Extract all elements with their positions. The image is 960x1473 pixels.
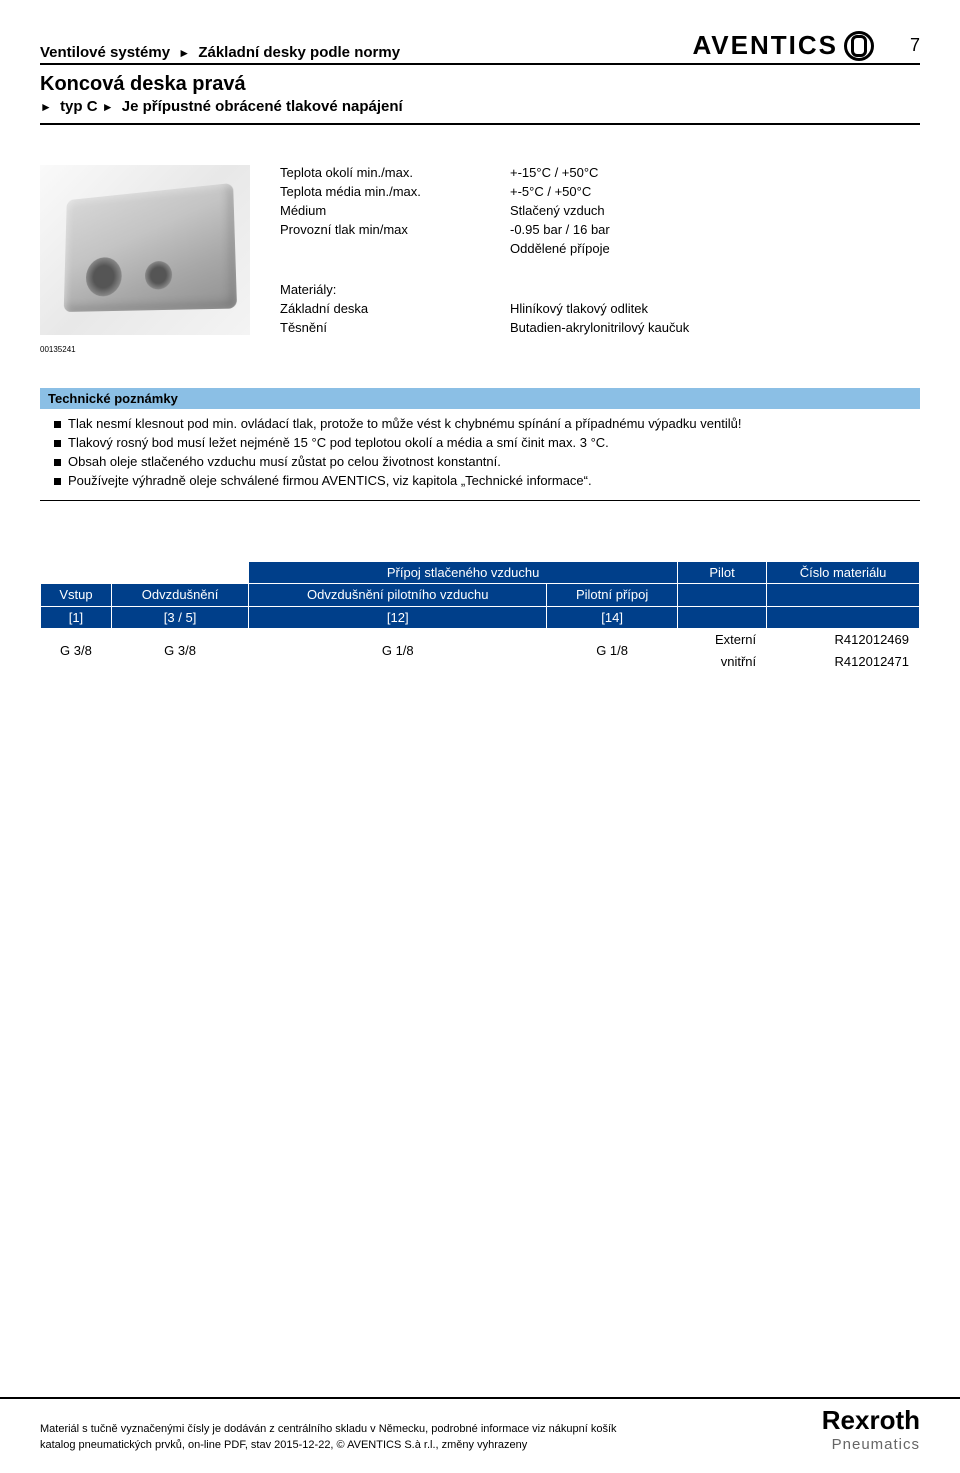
page-footer: Materiál s tučně vyznačenými čísly je do… (0, 1397, 960, 1473)
note-item: Tlak nesmí klesnout pod min. ovládací tl… (48, 415, 912, 434)
page-header: Ventilové systémy ► Základní desky podle… (40, 30, 920, 65)
th-index: [1] (41, 606, 112, 628)
footer-text: Materiál s tučně vyznačenými čísly je do… (40, 1422, 617, 1453)
content-row: 00135241 Teplota okolí min./max. +-15°C … (40, 165, 920, 354)
th-odvz-pilot-text: Odvzdušnění pilotního vzduchu (307, 587, 488, 602)
note-item: Obsah oleje stlačeného vzduchu musí zůst… (48, 453, 912, 472)
logo-text: AVENTICS (692, 30, 838, 61)
spec-value: +-15°C / +50°C (510, 165, 920, 180)
material-label: Těsnění (280, 320, 510, 335)
technical-notes: Technické poznámky Tlak nesmí klesnout p… (40, 388, 920, 501)
cell-pilot: Externí (677, 628, 766, 650)
cell-c2: G 3/8 (111, 628, 248, 672)
product-image-col: 00135241 (40, 165, 250, 354)
note-item: Používejte výhradně oleje schválené firm… (48, 472, 912, 491)
cell-material: R412012471 (767, 650, 920, 672)
material-value: Hliníkový tlakový odlitek (510, 301, 920, 316)
spec-value: Oddělené přípoje (510, 241, 920, 256)
breadcrumb-arrow-icon: ► (178, 46, 190, 60)
notes-heading: Technické poznámky (40, 388, 920, 409)
th-group: Přípoj stlačeného vzduchu (249, 562, 678, 584)
th-material: Číslo materiálu (767, 562, 920, 584)
spec-value: +-5°C / +50°C (510, 184, 920, 199)
page-number: 7 (910, 35, 920, 56)
material-value: Butadien-akrylonitrilový kaučuk (510, 320, 920, 335)
rexroth-logo-text: Rexroth (822, 1405, 920, 1436)
footer-line: katalog pneumatických prvků, on-line PDF… (40, 1438, 617, 1453)
cell-pilot: vnitřní (677, 650, 766, 672)
breadcrumb-item: Ventilové systémy (40, 44, 170, 61)
title-block: Koncová deska pravá ► typ C ► Je přípust… (40, 73, 920, 125)
brand-logo: AVENTICS 7 (692, 30, 920, 61)
subtitle-item: typ C (60, 98, 98, 115)
page-subtitle: ► typ C ► Je přípustné obrácené tlakové … (40, 98, 920, 115)
footer-logo: Rexroth Pneumatics (822, 1405, 920, 1453)
spec-label: Médium (280, 203, 510, 218)
spec-label: Provozní tlak min/max (280, 222, 510, 237)
cell-c1: G 3/8 (41, 628, 112, 672)
spec-label: Teplota okolí min./max. (280, 165, 510, 180)
spec-value: Stlačený vzduch (510, 203, 920, 218)
pneumatics-logo-text: Pneumatics (822, 1436, 920, 1453)
cell-c3: G 1/8 (249, 628, 547, 672)
th-pilot: Pilot (677, 562, 766, 584)
breadcrumb-item: Základní desky podle normy (198, 44, 400, 61)
material-label: Základní deska (280, 301, 510, 316)
materials-table: Materiály: Základní deska Hliníkový tlak… (280, 282, 920, 335)
pneumatic-part-icon (64, 183, 237, 312)
image-reference: 00135241 (40, 345, 250, 354)
subtitle-arrow-icon: ► (102, 100, 114, 114)
note-item: Tlakový rosný bod musí ležet nejméně 15 … (48, 434, 912, 453)
th-vstup: Vstup (41, 584, 112, 607)
subtitle-arrow-icon: ► (40, 100, 52, 114)
th-index: [12] (249, 606, 547, 628)
product-image (40, 165, 250, 335)
connection-table: Přípoj stlačeného vzduchu Pilot Číslo ma… (40, 561, 920, 673)
materials-heading: Materiály: (280, 282, 920, 297)
spec-label: Teplota média min./max. (280, 184, 510, 199)
spec-value: -0.95 bar / 16 bar (510, 222, 920, 237)
spec-label (280, 241, 510, 256)
th-index: [3 / 5] (111, 606, 248, 628)
specs-column: Teplota okolí min./max. +-15°C / +50°C T… (280, 165, 920, 354)
specs-table: Teplota okolí min./max. +-15°C / +50°C T… (280, 165, 920, 256)
notes-body: Tlak nesmí klesnout pod min. ovládací tl… (40, 409, 920, 501)
cell-c4: G 1/8 (547, 628, 678, 672)
table-row: G 3/8 G 3/8 G 1/8 G 1/8 Externí R4120124… (41, 628, 920, 650)
th-pilot-pripoj: Pilotní přípoj (547, 584, 678, 607)
footer-line: Materiál s tučně vyznačenými čísly je do… (40, 1422, 617, 1437)
cell-material: R412012469 (767, 628, 920, 650)
th-odvz-pilot: Odvzdušnění pilotního vzduchu (249, 584, 547, 607)
breadcrumb: Ventilové systémy ► Základní desky podle… (40, 44, 400, 61)
page-title: Koncová deska pravá (40, 73, 920, 96)
th-odvz: Odvzdušnění (111, 584, 248, 607)
th-index: [14] (547, 606, 678, 628)
logo-badge-icon (844, 31, 874, 61)
subtitle-item: Je přípustné obrácené tlakové napájení (122, 98, 403, 115)
